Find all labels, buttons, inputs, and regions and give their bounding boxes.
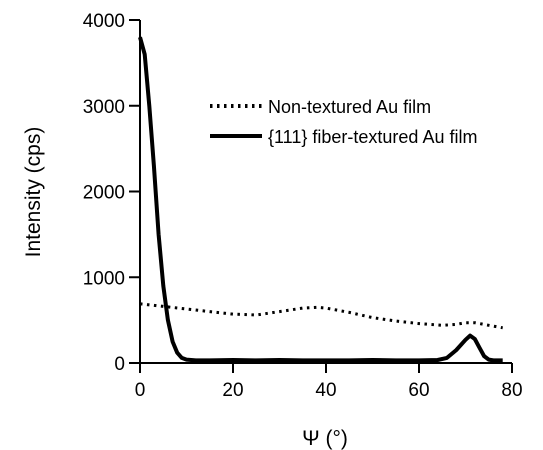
y-tick-label: 4000: [83, 11, 125, 32]
y-axis-label: Intensity (cps): [22, 127, 45, 258]
y-tick-label: 3000: [83, 97, 125, 118]
legend-label-fiber-textured: {111} fiber-textured Au film: [268, 127, 477, 147]
plot-area: [138, 36, 503, 363]
series-line-1: [138, 36, 503, 363]
y-tick-label: 1000: [83, 268, 125, 289]
y-tick-label: 0: [114, 354, 125, 375]
x-axis: 0 20 40 60 80: [135, 362, 523, 401]
x-axis-label: Ψ (°): [302, 427, 348, 450]
x-tick-label: 40: [315, 380, 336, 401]
legend: Non-textured Au film {111} fiber-texture…: [210, 97, 477, 147]
series-line-0: [139, 302, 503, 330]
y-tick-label: 2000: [83, 183, 125, 204]
x-tick-label: 0: [135, 380, 146, 401]
x-tick-label: 60: [408, 380, 429, 401]
x-tick-label: 20: [222, 380, 243, 401]
legend-label-non-textured: Non-textured Au film: [268, 97, 431, 117]
y-axis: 0 1000 2000 3000 4000: [83, 11, 141, 375]
x-tick-label: 80: [501, 380, 522, 401]
